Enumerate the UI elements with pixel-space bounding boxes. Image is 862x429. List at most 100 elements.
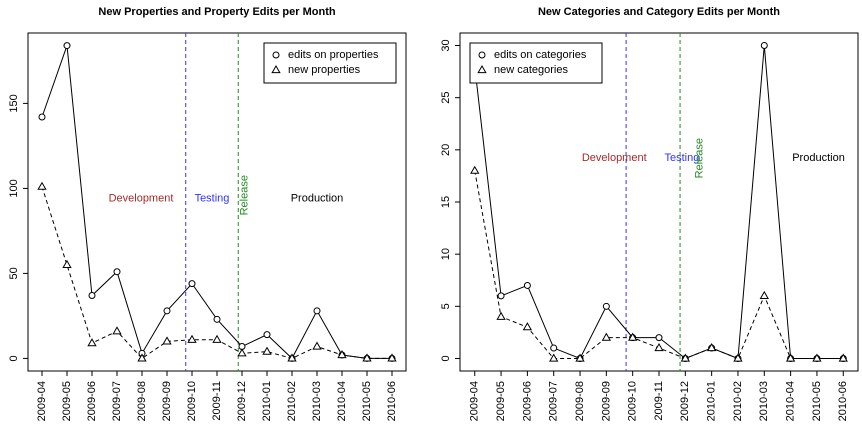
circle-marker [272, 51, 280, 59]
x-tick-label: 2009-05 [495, 381, 507, 421]
phase-label: Production [792, 152, 845, 164]
triangle-marker [187, 334, 197, 343]
triangle-marker [337, 350, 347, 359]
circle-marker [602, 302, 610, 310]
x-tick-label: 2010-01 [706, 381, 718, 421]
phase-label: Release [694, 138, 706, 178]
x-tick-label: 2009-12 [679, 381, 691, 421]
triangle-marker [838, 353, 848, 362]
triangle-marker [62, 259, 72, 269]
circle-marker [760, 42, 768, 50]
x-tick-label: 2010-01 [261, 381, 273, 421]
circle-marker [88, 292, 96, 300]
x-tick-label: 2010-05 [811, 381, 823, 421]
x-tick-label: 2010-02 [732, 381, 744, 421]
y-tick-label: 5 [440, 303, 452, 309]
x-tick-label: 2009-04 [36, 381, 48, 421]
triangle-marker [37, 181, 47, 190]
triangle-marker [271, 64, 281, 74]
series-line [41, 186, 392, 360]
legend-label: new categories [494, 64, 568, 76]
x-tick-label: 2010-04 [336, 381, 348, 421]
circle-marker [655, 334, 663, 342]
y-tick-label: 50 [8, 267, 20, 279]
triangle-marker [137, 353, 147, 362]
circle-marker [263, 331, 271, 339]
triangle-marker [362, 353, 372, 362]
triangle-marker [759, 290, 769, 299]
x-tick-label: 2009-07 [111, 381, 123, 421]
series-line [474, 45, 844, 360]
x-tick-label: 2009-06 [86, 381, 98, 421]
phase-label: Development [109, 193, 174, 205]
legend-label: edits on properties [288, 49, 379, 61]
triangle-marker [262, 346, 272, 355]
x-tick-label: 2010-06 [386, 381, 398, 421]
x-tick-label: 2009-11 [211, 381, 223, 421]
triangle-marker [628, 332, 638, 341]
triangle-marker [785, 353, 796, 362]
y-tick-label: 0 [8, 355, 20, 361]
triangle-marker [312, 341, 322, 350]
triangle-marker [496, 311, 506, 320]
x-tick-label: 2009-10 [627, 381, 639, 421]
x-tick-label: 2010-02 [286, 381, 298, 421]
triangle-marker [387, 353, 397, 362]
y-tick-label: 150 [8, 94, 20, 112]
x-tick-label: 2010-03 [758, 381, 770, 421]
phase-label: Production [291, 193, 344, 205]
triangle-marker [162, 336, 172, 345]
phase-label: Testing [195, 193, 230, 205]
phase-label: Release [238, 175, 250, 215]
y-tick-label: 100 [8, 179, 20, 197]
x-tick-label: 2010-03 [311, 381, 323, 421]
circle-marker [313, 307, 321, 315]
x-tick-label: 2009-08 [136, 381, 148, 421]
legend-box [469, 42, 603, 84]
legend-label: new properties [288, 64, 361, 76]
triangle-marker [733, 353, 743, 362]
chart-title: New Properties and Property Edits per Mo… [98, 6, 335, 18]
circle-marker [497, 292, 505, 300]
circle-marker [163, 307, 171, 315]
triangle-marker [112, 326, 122, 335]
x-tick-label: 2009-06 [521, 381, 533, 421]
chart-title: New Categories and Category Edits per Mo… [538, 6, 780, 18]
x-tick-label: 2009-04 [469, 381, 481, 421]
triangle-marker [549, 353, 559, 362]
y-tick-label: 15 [440, 196, 452, 208]
circle-marker [113, 268, 121, 276]
legend-label: edits on categories [494, 49, 587, 61]
y-tick-label: 30 [440, 39, 452, 51]
y-tick-label: 25 [440, 92, 452, 104]
x-tick-label: 2009-05 [61, 381, 73, 421]
triangle-marker [212, 334, 222, 343]
x-tick-label: 2010-04 [785, 381, 797, 421]
triangle-marker [680, 353, 690, 362]
triangle-marker [477, 64, 487, 74]
x-tick-label: 2009-09 [161, 381, 173, 421]
triangle-marker [287, 353, 297, 362]
circle-marker [478, 51, 486, 59]
legend-box [263, 42, 397, 84]
x-tick-label: 2009-08 [574, 381, 586, 421]
x-tick-label: 2009-09 [600, 381, 612, 421]
circle-marker [550, 344, 558, 352]
triangle-marker [601, 332, 612, 341]
phase-label: Testing [664, 152, 699, 164]
circle-marker [38, 113, 46, 121]
x-tick-label: 2010-05 [361, 381, 373, 421]
y-tick-label: 20 [440, 144, 452, 156]
circle-marker [213, 315, 221, 323]
circle-marker [523, 281, 531, 289]
triangle-marker [706, 343, 717, 352]
triangle-marker [812, 353, 822, 362]
triangle-marker [87, 338, 97, 347]
triangle-marker [522, 322, 533, 331]
plot-box [459, 32, 859, 372]
triangle-marker [575, 353, 585, 362]
phase-label: Development [582, 152, 647, 164]
x-tick-label: 2009-10 [186, 381, 198, 421]
triangle-marker [654, 343, 664, 352]
